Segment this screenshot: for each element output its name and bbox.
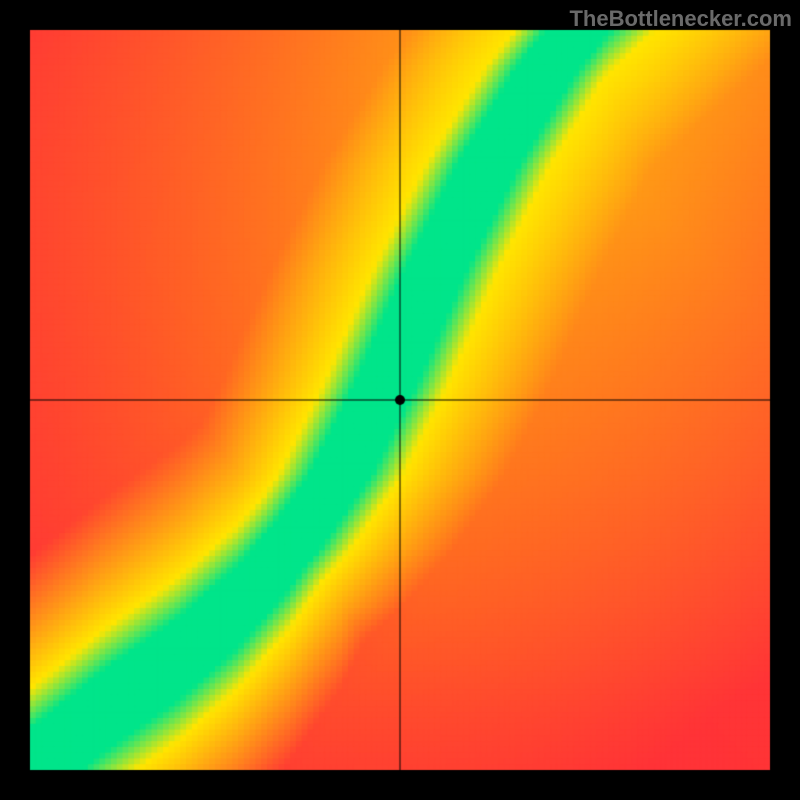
bottleneck-heatmap-canvas xyxy=(0,0,800,800)
chart-frame: TheBottlenecker.com xyxy=(0,0,800,800)
